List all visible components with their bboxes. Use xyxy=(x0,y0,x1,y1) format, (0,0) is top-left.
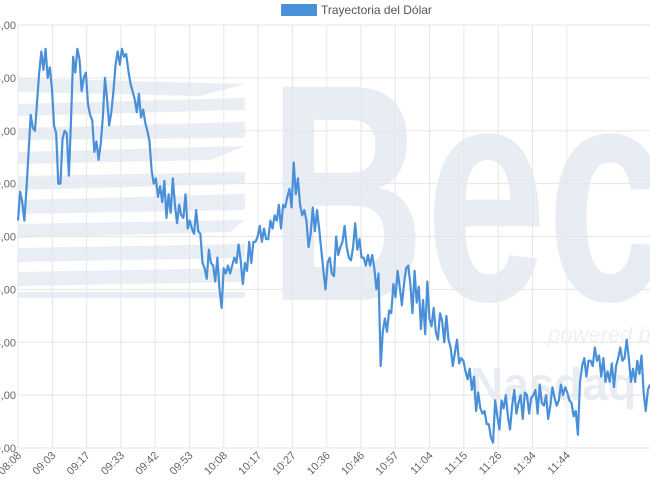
x-tick-label: 10:46 xyxy=(339,450,367,478)
x-axis: 08:08 09:03 09:17 09:33 09:42 09:53 10:08 10:17… xyxy=(0,450,573,478)
y-tick-label: 10,00 xyxy=(0,179,16,191)
x-tick-label: 11:26 xyxy=(477,450,504,477)
y-tick-label: 06,00 xyxy=(0,284,16,296)
x-tick-label: 09:17 xyxy=(65,450,93,478)
y-tick-label: 04,00 xyxy=(0,337,16,349)
x-tick-label: 09:33 xyxy=(99,450,127,478)
x-tick-label: 10:36 xyxy=(305,450,333,478)
x-tick-label: 11:44 xyxy=(546,450,573,477)
x-tick-label: 11:04 xyxy=(408,450,435,477)
series-layer xyxy=(16,47,650,444)
x-tick-label: 09:03 xyxy=(30,450,58,478)
y-tick-label: 14,00 xyxy=(0,73,16,85)
x-tick-label: 11:34 xyxy=(511,450,538,477)
y-tick-label: 00,00 xyxy=(0,443,16,455)
watermark-stripes-logo xyxy=(18,78,245,298)
x-tick-label: 10:17 xyxy=(236,450,264,478)
legend-label: Trayectoria del Dólar xyxy=(321,3,432,17)
x-tick-label: 10:57 xyxy=(373,450,401,478)
watermark-powered-by: powered by xyxy=(547,322,650,347)
x-tick-label: 09:42 xyxy=(133,450,161,478)
x-tick-label: 10:27 xyxy=(271,450,299,478)
y-axis: 00,00 02,00 04,00 06,00 08,00 10,00 12,00 14,00… xyxy=(0,20,16,455)
x-tick-label: 10:08 xyxy=(202,450,230,478)
legend[interactable]: Trayectoria del Dólar xyxy=(281,3,432,17)
legend-swatch xyxy=(281,4,317,16)
x-tick-label: 09:53 xyxy=(168,450,196,478)
y-tick-label: 12,00 xyxy=(0,126,16,138)
x-tick-label: 11:15 xyxy=(443,450,470,477)
y-tick-label: 16,00 xyxy=(0,20,16,32)
watermark-nasdaq: Nasdaq xyxy=(470,358,636,410)
y-tick-label: 08,00 xyxy=(0,232,16,244)
watermark: Bec powered by Nasdaq xyxy=(18,19,650,410)
series-line-trayectoria-del-dolar[interactable] xyxy=(16,47,650,444)
grid xyxy=(17,24,650,449)
y-tick-label: 02,00 xyxy=(0,390,16,402)
watermark-logo-text: Bec xyxy=(268,19,650,366)
